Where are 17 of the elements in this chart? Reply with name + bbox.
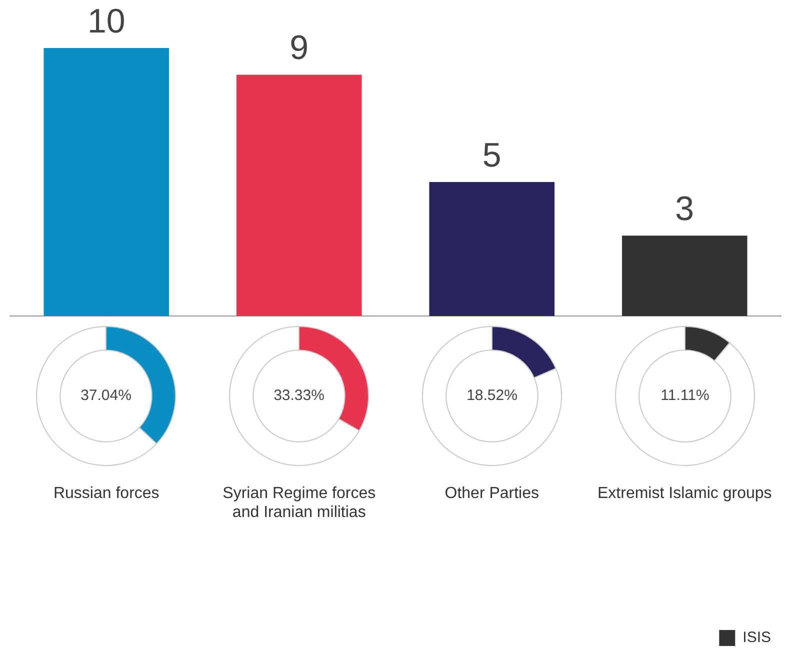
x-tick-label: Other Parties bbox=[444, 485, 540, 502]
legend-label: ISIS bbox=[742, 629, 772, 646]
x-tick-label: Extremist Islamic groups bbox=[597, 485, 772, 502]
bar bbox=[44, 48, 170, 316]
bar bbox=[236, 74, 362, 316]
data-label: 3 bbox=[675, 190, 694, 228]
data-label: 37.04% bbox=[80, 387, 132, 404]
data-label: 10 bbox=[87, 2, 126, 40]
x-tick-label: Russian forces bbox=[53, 485, 160, 502]
data-label: 33.33% bbox=[274, 387, 325, 404]
x-tick-label: Syrian Regime forces and Iranian militias bbox=[222, 485, 376, 522]
bar bbox=[622, 236, 748, 316]
data-label: 9 bbox=[290, 29, 309, 68]
data-label: 11.11% bbox=[660, 387, 709, 404]
bar bbox=[429, 182, 555, 316]
data-label: 18.52% bbox=[466, 387, 518, 404]
data-label: 5 bbox=[482, 136, 502, 174]
